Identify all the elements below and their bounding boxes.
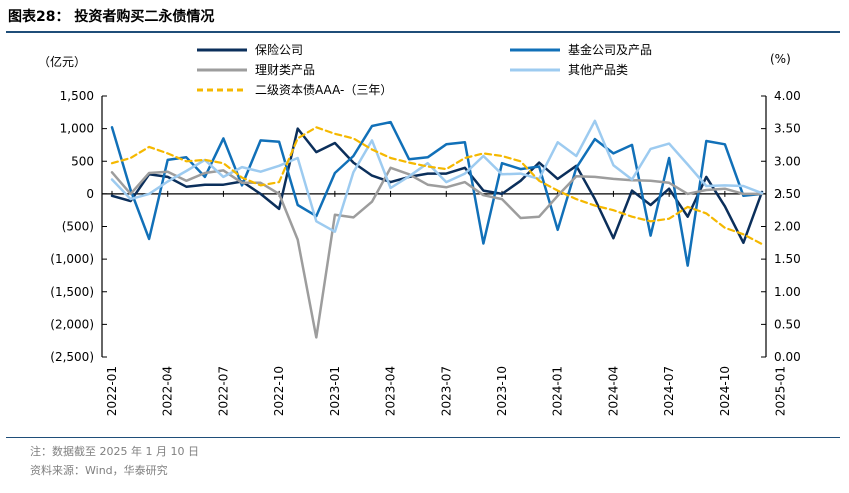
footnote: 注：数据截至 2025 年 1 月 10 日 bbox=[30, 445, 199, 458]
x-tick-label: 2022-10 bbox=[272, 366, 286, 416]
line-chart: 1,500 1,000 500 0 (500) (1,000) (1,500) (2,000)… bbox=[38, 42, 801, 416]
legend-label-3: 理财类产品 bbox=[255, 63, 315, 77]
series-line-2 bbox=[110, 120, 764, 267]
x-tick-label: 2024-10 bbox=[718, 366, 732, 416]
x-tick-label: 2025-01 bbox=[774, 366, 788, 416]
y-right-unit-label: (%) bbox=[770, 52, 791, 66]
y-left-tick-label: 1,500 bbox=[60, 89, 94, 103]
x-tick-label: 2023-10 bbox=[495, 366, 509, 416]
series-line-3 bbox=[110, 166, 764, 339]
footer-rule bbox=[6, 437, 840, 438]
y-left-tick-label: 0 bbox=[86, 187, 94, 201]
x-tick-label: 2023-01 bbox=[328, 366, 342, 416]
x-tick-label: 2022-01 bbox=[105, 366, 119, 416]
x-tick-label: 2022-07 bbox=[216, 366, 230, 416]
legend-label-2: 基金公司及产品 bbox=[568, 42, 652, 57]
series-line-4 bbox=[110, 119, 764, 233]
y-left-tick-label: (1,500) bbox=[50, 285, 94, 299]
y-right-tick-label: 0.50 bbox=[774, 317, 801, 331]
y-left-tick-label: 1,000 bbox=[60, 122, 94, 136]
y-left-tick-label: (1,000) bbox=[50, 252, 94, 266]
legend-label-5: 二级资本债AAA-（三年） bbox=[255, 83, 392, 97]
legend-label-4: 其他产品类 bbox=[568, 63, 628, 77]
y-right-tick-label: 2.50 bbox=[774, 187, 801, 201]
figure-title: 图表28： 投资者购买二永债情况 bbox=[8, 9, 215, 25]
x-tick-label: 2022-04 bbox=[161, 366, 175, 416]
title-rule bbox=[6, 31, 840, 33]
y-right-tick-label: 4.00 bbox=[774, 89, 801, 103]
y-left-tick-label: (2,500) bbox=[50, 350, 94, 364]
y-right-tick-label: 3.00 bbox=[774, 154, 801, 168]
legend-label-1: 保险公司 bbox=[255, 42, 303, 57]
y-left-unit-label: （亿元） bbox=[38, 54, 86, 69]
x-tick-label: 2023-04 bbox=[384, 366, 398, 416]
series-line-5 bbox=[110, 126, 764, 246]
x-tick-label: 2024-04 bbox=[606, 366, 620, 416]
y-right-tick-label: 1.50 bbox=[774, 252, 801, 266]
y-right-tick-label: 1.00 bbox=[774, 285, 801, 299]
x-tick-label: 2024-07 bbox=[662, 366, 676, 416]
y-right-tick-label: 0.00 bbox=[774, 350, 801, 364]
source-note: 资料来源：Wind，华泰研究 bbox=[30, 464, 168, 477]
y-right-tick-label: 2.00 bbox=[774, 220, 801, 234]
y-right-tick-label: 3.50 bbox=[774, 122, 801, 136]
y-left-tick-label: 500 bbox=[71, 154, 94, 168]
axes-layer: 1,500 1,000 500 0 (500) (1,000) (1,500) (2,000)… bbox=[50, 89, 800, 416]
series-layer bbox=[110, 119, 764, 339]
y-left-tick-label: (500) bbox=[62, 220, 94, 234]
x-tick-label: 2024-01 bbox=[551, 366, 565, 416]
x-tick-label: 2023-07 bbox=[439, 366, 453, 416]
y-left-tick-label: (2,000) bbox=[50, 317, 94, 331]
